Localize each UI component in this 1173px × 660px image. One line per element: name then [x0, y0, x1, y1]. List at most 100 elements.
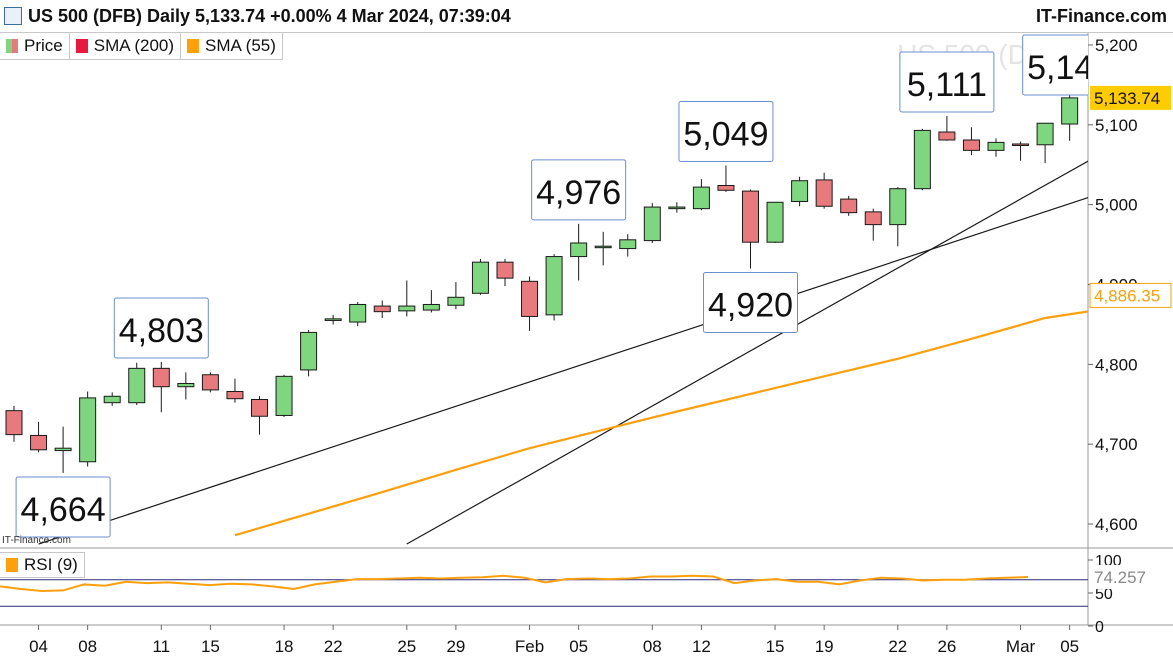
rsi-swatch: [6, 558, 18, 572]
rsi-tick-label: 50: [1095, 586, 1113, 603]
brand-name: IT-Finance.com: [1035, 6, 1167, 26]
candle-body: [251, 398, 268, 417]
annotation-label: 5,111: [907, 66, 987, 104]
candle-body: [1012, 143, 1030, 146]
legend-item-price[interactable]: Price: [0, 33, 70, 60]
x-tick-label: 15: [201, 637, 220, 656]
candle-body: [226, 391, 244, 400]
candle-body: [987, 141, 1005, 151]
y-tick-label: 5,200: [1095, 36, 1138, 55]
rsi-legend[interactable]: RSI (9): [0, 552, 85, 578]
candle-body: [349, 303, 367, 323]
x-tick-label: 08: [643, 637, 662, 656]
candle-body: [962, 139, 980, 151]
x-tick-label: 12: [692, 637, 711, 656]
annotation-label: 5,049: [683, 116, 768, 154]
sma55-swatch: [187, 39, 200, 53]
y-tick-label: 4,800: [1095, 355, 1138, 374]
annotation-label: 5,141: [1027, 49, 1112, 87]
annotation-box: [1022, 34, 1088, 96]
title-bar: US 500 (DFB) Daily 5,133.74 +0.00% 4 Mar…: [0, 0, 1173, 33]
candle-body: [791, 180, 809, 202]
y-tick-label: 4,700: [1095, 435, 1138, 454]
candle-body: [668, 206, 686, 210]
candle-body: [594, 245, 612, 249]
annotation-box: [113, 297, 209, 359]
sma200-swatch: [75, 39, 88, 53]
rsi-label: RSI (9): [24, 555, 78, 574]
x-tick-label: Feb: [515, 637, 544, 656]
candle-body: [643, 206, 661, 242]
x-tick-label: 22: [888, 637, 907, 656]
candle-body: [152, 367, 170, 388]
price-plot: 4,664 4,803 4,976 5,049 4,920 5,111 5,141: [5, 34, 1112, 545]
candle-body: [521, 280, 539, 317]
x-tick-label: 11: [152, 637, 170, 656]
rsi-value-label: 74.257: [1094, 568, 1146, 587]
legend-item-sma55[interactable]: SMA (55): [181, 33, 283, 60]
candle-body: [889, 188, 907, 226]
rsi-tick-label: 0: [1095, 619, 1104, 636]
y-tick-label: 5,100: [1095, 116, 1138, 135]
candle-body: [398, 305, 416, 312]
x-tick-label: 26: [937, 637, 956, 656]
candle-body: [30, 434, 48, 451]
last-price-label: 5,133.74: [1094, 89, 1160, 108]
sma55-label: 4,886.35: [1094, 286, 1160, 305]
candle-body: [1036, 122, 1054, 146]
annotation-label: 4,664: [21, 491, 106, 529]
candle-body: [324, 318, 342, 321]
x-tick-label: 25: [397, 637, 416, 656]
candle-body: [913, 129, 931, 190]
x-tick-label: Mar: [1006, 637, 1036, 656]
annotation-label: 4,803: [119, 312, 204, 350]
price-pane: [0, 33, 1088, 548]
x-tick-label: 05: [569, 637, 588, 656]
x-tick-label: 15: [766, 637, 785, 656]
annotation-box: [899, 51, 995, 113]
legend-label-sma200: SMA (200): [93, 36, 175, 55]
candle-body: [275, 375, 293, 416]
candle-body: [864, 211, 882, 226]
candle-body: [79, 397, 97, 463]
chart-title: US 500 (DFB) Daily 5,133.74 +0.00% 4 Mar…: [28, 6, 511, 26]
annotation-box: [703, 272, 798, 334]
legend-item-sma200[interactable]: SMA (200): [69, 33, 182, 60]
candle-body: [471, 261, 489, 294]
legend-label-price: Price: [24, 36, 63, 55]
annotation-box: [678, 101, 774, 163]
x-tick-label: 08: [78, 637, 97, 656]
annotation-label: 4,976: [536, 174, 621, 212]
annotation-label: 4,920: [708, 287, 793, 325]
chart-logo-icon: [4, 7, 22, 25]
candle-body: [300, 331, 318, 371]
candle-body: [545, 256, 563, 316]
rsi-value-tag: [1090, 564, 1171, 589]
candle-body: [496, 261, 514, 279]
candle-body: [422, 303, 440, 311]
candle-body: [570, 242, 588, 258]
candle-body: [815, 179, 833, 207]
trendline: [38, 196, 1088, 545]
legend-label-sma55: SMA (55): [205, 36, 276, 55]
price-swatch: [6, 39, 18, 53]
legend: Price SMA (200) SMA (55): [0, 33, 283, 60]
annotation-box: [15, 476, 111, 538]
candle-body: [619, 239, 637, 250]
rsi-line: [0, 574, 1029, 593]
sma55-tag: [1089, 282, 1172, 308]
candle-body: [840, 198, 858, 214]
trendline: [406, 160, 1088, 545]
credit-text: IT-Finance.com: [2, 535, 71, 546]
x-tick-label: 29: [446, 637, 465, 656]
candle-body: [54, 447, 72, 452]
x-tick-label: 05: [1060, 637, 1079, 656]
candle-body: [766, 201, 784, 243]
annotation-box: [531, 159, 627, 221]
x-tick-label: 22: [324, 637, 343, 656]
candle-body: [447, 296, 465, 306]
candle-body: [692, 186, 710, 210]
candle-body: [938, 131, 956, 141]
